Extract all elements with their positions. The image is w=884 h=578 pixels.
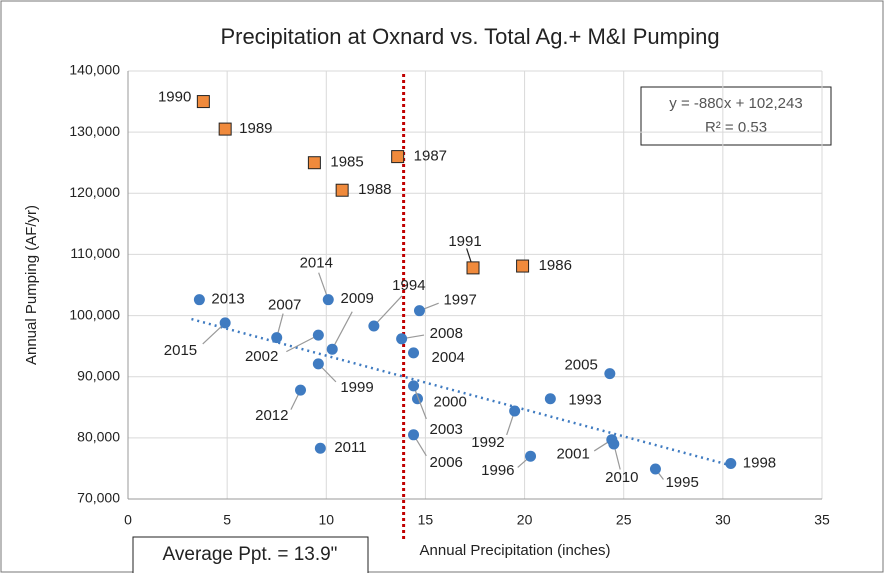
x-axis-label: Annual Precipitation (inches): [420, 542, 611, 559]
point-label: 1985: [330, 154, 363, 171]
leader-line: [373, 295, 403, 327]
point-label: 2003: [430, 421, 463, 438]
point: [408, 380, 420, 392]
average-box: [132, 536, 369, 578]
point-label: 1991: [448, 233, 481, 250]
r-squared: R² = 0.53: [705, 119, 767, 136]
point-label: 1988: [358, 181, 391, 198]
point: [725, 458, 737, 470]
point: [396, 333, 408, 345]
point: [525, 450, 537, 462]
y-tick-label: 100,000: [69, 306, 120, 322]
point-label: 1990: [158, 89, 191, 106]
point-label: 2006: [430, 454, 463, 471]
y-tick-label: 80,000: [77, 429, 120, 445]
point: [413, 305, 425, 317]
point-label: 1987: [414, 148, 447, 165]
x-tick-label: 30: [715, 512, 731, 528]
point-label: 2009: [341, 290, 374, 307]
point-label: 2010: [605, 469, 638, 486]
point: [314, 442, 326, 454]
point: [271, 332, 283, 344]
point-label: 2007: [268, 297, 301, 314]
point-label: 2015: [164, 342, 197, 359]
equation: y = -880x + 102,243: [669, 95, 802, 112]
point: [312, 358, 324, 370]
y-axis-label: Annual Pumping (AF/yr): [23, 205, 40, 365]
x-tick-label: 35: [814, 512, 830, 528]
x-tick-label: 10: [318, 512, 334, 528]
point: [307, 156, 321, 170]
point: [509, 405, 521, 417]
point: [608, 438, 620, 450]
y-tick-label: 130,000: [69, 123, 120, 139]
point-label: 2013: [211, 291, 244, 308]
point-label: 2005: [564, 357, 597, 374]
point-label: 2004: [432, 349, 465, 366]
point-label: 1997: [443, 292, 476, 309]
point-label: 2001: [556, 446, 589, 463]
leader-line: [412, 385, 427, 420]
point: [516, 259, 530, 273]
point-label: 1992: [471, 434, 504, 451]
point: [326, 343, 338, 355]
point-label: 1996: [481, 462, 514, 479]
point: [408, 429, 420, 441]
y-tick-label: 70,000: [77, 490, 120, 506]
x-tick-label: 15: [418, 512, 434, 528]
point: [411, 393, 423, 405]
point-label: 1995: [665, 474, 698, 491]
point: [408, 347, 420, 359]
point-label: 2002: [245, 348, 278, 365]
average-label: Average Ppt. = 13.9": [163, 544, 338, 565]
leader-line: [331, 311, 353, 350]
x-tick-label: 5: [223, 512, 231, 528]
y-tick-label: 90,000: [77, 367, 120, 383]
point: [193, 294, 205, 306]
point: [219, 317, 231, 329]
point: [196, 95, 210, 109]
point-label: 1998: [743, 455, 776, 472]
point-label: 2011: [334, 439, 366, 456]
point-label: 2014: [300, 255, 333, 272]
x-tick-label: 25: [616, 512, 632, 528]
y-tick-label: 120,000: [69, 184, 120, 200]
point-label: 2012: [255, 407, 288, 424]
point-label: 1986: [539, 257, 572, 274]
point: [391, 150, 405, 164]
point: [368, 320, 380, 332]
point: [312, 329, 324, 341]
x-tick-label: 20: [517, 512, 533, 528]
y-tick-label: 140,000: [69, 62, 120, 78]
point: [335, 183, 349, 197]
point-label: 2000: [433, 394, 466, 411]
point: [322, 294, 334, 306]
point-label: 1989: [239, 120, 272, 137]
y-tick-label: 110,000: [70, 245, 120, 261]
equation-box: [640, 86, 832, 146]
chart-title: Precipitation at Oxnard vs. Total Ag.+ M…: [220, 24, 719, 49]
point-label: 1993: [568, 392, 601, 409]
point-label: 1994: [392, 277, 425, 294]
point-label: 1999: [340, 379, 373, 396]
point: [544, 393, 556, 405]
point-label: 2008: [430, 325, 463, 342]
point: [218, 122, 232, 136]
leader-line: [286, 334, 319, 353]
point: [604, 368, 616, 380]
point: [649, 463, 661, 475]
point: [295, 384, 307, 396]
x-tick-label: 0: [124, 512, 132, 528]
point: [466, 261, 480, 275]
